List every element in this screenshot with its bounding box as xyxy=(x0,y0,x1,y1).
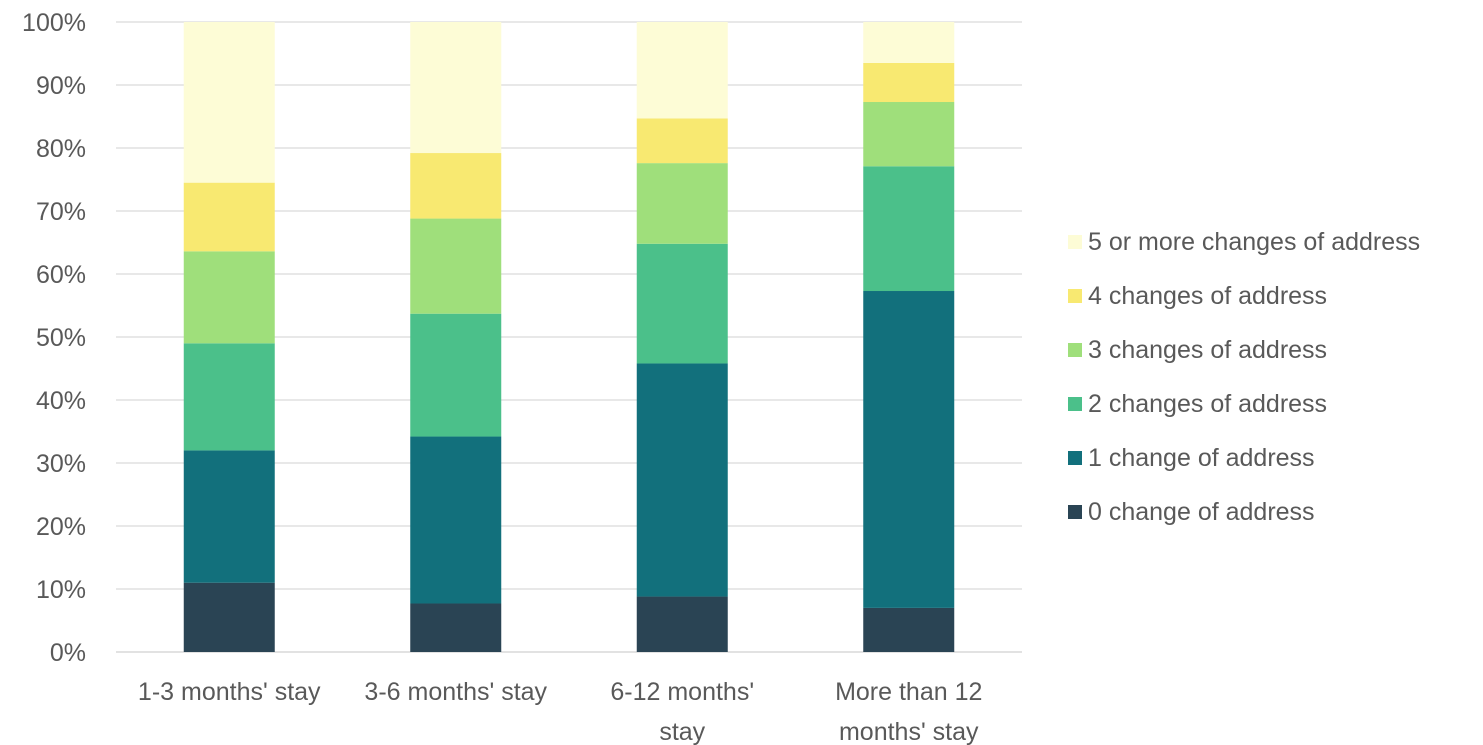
bar-segment xyxy=(863,291,955,608)
bar-segment xyxy=(863,102,955,167)
legend-swatch xyxy=(1068,289,1082,303)
legend-swatch xyxy=(1068,505,1082,519)
x-axis-tick-labels: 1-3 months' stay 3-6 months' stay 6-12 mon… xyxy=(138,678,982,745)
legend-item: 3 changes of address xyxy=(1068,323,1420,377)
bar-segment xyxy=(636,363,728,597)
bar-segment xyxy=(183,450,275,583)
bar-segment xyxy=(863,607,955,652)
x-tick-label: stay xyxy=(659,718,705,745)
y-tick-label: 90% xyxy=(36,72,86,100)
legend-swatch xyxy=(1068,235,1082,249)
bar-segment xyxy=(863,62,955,103)
y-tick-label: 10% xyxy=(36,576,86,604)
legend-label: 3 changes of address xyxy=(1088,335,1328,364)
legend-item: 4 changes of address xyxy=(1068,269,1420,323)
legend-label: 1 change of address xyxy=(1088,443,1315,472)
legend-swatch xyxy=(1068,451,1082,465)
legend-item: 0 change of address xyxy=(1068,485,1420,539)
legend: 5 or more changes of address 4 changes of… xyxy=(1068,215,1420,539)
legend-swatch xyxy=(1068,343,1082,357)
x-tick-label: 3-6 months' stay xyxy=(364,678,547,706)
legend-label: 2 changes of address xyxy=(1088,389,1328,418)
y-tick-label: 60% xyxy=(36,261,86,289)
y-tick-label: 40% xyxy=(36,387,86,415)
bar-segment xyxy=(636,243,728,364)
bar-segment xyxy=(410,313,502,437)
x-tick-label: More than 12 xyxy=(835,678,982,706)
y-tick-label: 30% xyxy=(36,450,86,478)
bar-segment xyxy=(183,582,275,652)
y-tick-label: 100% xyxy=(22,9,86,37)
x-tick-label: 6-12 months' xyxy=(610,678,754,706)
bar-segment xyxy=(636,118,728,164)
x-tick-label: months' stay xyxy=(839,718,979,745)
bar-segment xyxy=(183,182,275,252)
x-tick-label: 1-3 months' stay xyxy=(138,678,321,706)
y-tick-label: 20% xyxy=(36,513,86,541)
y-axis-tick-labels: 0% 10% 20% 30% 40% 50% 60% 70% 80% 90% 100% xyxy=(22,9,86,667)
bar-segment xyxy=(410,603,502,652)
bar-segment xyxy=(183,343,275,451)
y-tick-label: 0% xyxy=(50,639,86,667)
bar-segment xyxy=(636,22,728,119)
legend-label: 4 changes of address xyxy=(1088,281,1328,310)
bar-segment xyxy=(863,22,955,63)
legend-label: 0 change of address xyxy=(1088,497,1315,526)
bar-segment xyxy=(183,22,275,183)
bars xyxy=(183,22,955,652)
bar-segment xyxy=(863,166,955,292)
legend-swatch xyxy=(1068,397,1082,411)
legend-item: 1 change of address xyxy=(1068,431,1420,485)
bar-segment xyxy=(410,22,502,154)
plot-area: 0% 10% 20% 30% 40% 50% 60% 70% 80% 90% 100% 1-3 mo… xyxy=(22,9,1022,745)
bar-segment xyxy=(410,153,502,219)
bar-segment xyxy=(636,596,728,652)
y-tick-label: 50% xyxy=(36,324,86,352)
legend-item: 5 or more changes of address xyxy=(1068,215,1420,269)
bar-segment xyxy=(410,218,502,314)
y-tick-label: 80% xyxy=(36,135,86,163)
y-tick-label: 70% xyxy=(36,198,86,226)
bar-segment xyxy=(183,251,275,344)
legend-item: 2 changes of address xyxy=(1068,377,1420,431)
legend-label: 5 or more changes of address xyxy=(1088,227,1421,256)
bar-segment xyxy=(636,163,728,244)
bar-segment xyxy=(410,436,502,604)
